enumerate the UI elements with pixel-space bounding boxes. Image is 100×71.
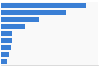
Bar (1, 59, 7, 64)
Bar (1, 24, 25, 29)
Bar (1, 38, 12, 43)
Bar (1, 17, 39, 22)
Bar (1, 31, 12, 36)
Bar (1, 45, 11, 50)
Bar (1, 3, 86, 8)
Bar (1, 52, 9, 57)
Bar (1, 10, 66, 15)
